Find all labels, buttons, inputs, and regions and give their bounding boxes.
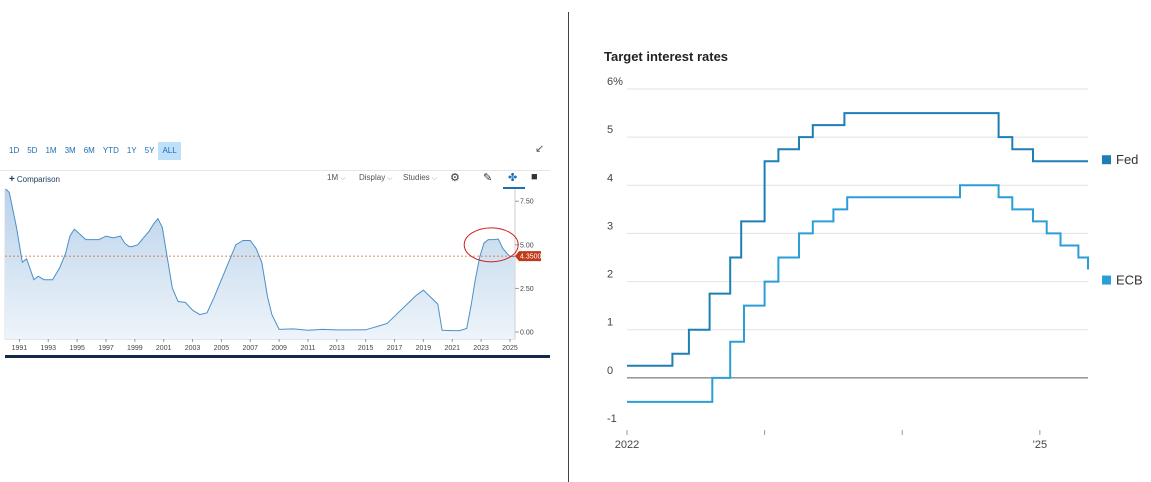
x-tick-label: 1993 [40, 345, 56, 352]
chevron-down-icon: ⌵ [340, 175, 346, 182]
comparison-button[interactable]: + Comparison [9, 174, 60, 185]
range-selector: 1D 5D 1M 3M 6M YTD 1Y 5Y ALL [5, 142, 181, 160]
range-3m-button[interactable]: 3M [64, 146, 76, 155]
chart-toolbar: + Comparison 1M ⌵ Display ⌵ Studies ⌵ ⚙ ✎ ✤ … [0, 170, 550, 189]
range-1d-button[interactable]: 1D [9, 146, 20, 155]
x-tick-label: 2001 [156, 345, 172, 352]
x-tick-label: 2009 [271, 345, 287, 352]
legend-label-ecb: ECB [1116, 273, 1143, 288]
chevron-down-icon: ⌵ [431, 175, 437, 182]
y-tick-label: 5.00 [520, 242, 534, 249]
chart-bottom-rule [5, 355, 550, 358]
studies-dropdown[interactable]: Studies ⌵ [403, 173, 437, 183]
range-5d-button[interactable]: 5D [27, 146, 38, 155]
interval-dropdown[interactable]: 1M ⌵ [327, 173, 345, 183]
panel-divider [568, 12, 569, 482]
studies-label: Studies [403, 173, 430, 182]
series-line-ecb [627, 184, 1089, 403]
y-tick-label: 1 [607, 317, 613, 329]
range-1m-button[interactable]: 1M [45, 146, 57, 155]
y-tick-label: 0 [607, 365, 613, 377]
x-tick-label: 1997 [98, 345, 114, 352]
fed-funds-history-chart[interactable]: 7.50 5.00 2.50 0.00 4.3500 1991 1993 1995 1997 19… [0, 189, 550, 354]
y-tick-label: 3 [607, 220, 613, 232]
x-tick-label: 1995 [69, 345, 85, 352]
current-value-flag [515, 251, 541, 262]
x-tick-label: 2019 [416, 345, 432, 352]
range-6m-button[interactable]: 6M [83, 146, 95, 155]
x-tick-label: 2023 [473, 345, 489, 352]
y-tick-label: 5 [607, 124, 613, 136]
x-tick-label: 1999 [127, 345, 143, 352]
crosshair-active-underline [503, 187, 525, 189]
pencil-icon[interactable]: ✎ [483, 172, 493, 184]
rate-area-fill [5, 189, 515, 339]
y-tick-label: 7.50 [520, 199, 534, 206]
x-tick-label: ’25 [1032, 439, 1047, 451]
legend-swatch-fed [1102, 155, 1111, 165]
crosshair-icon[interactable]: ✤ [508, 172, 518, 184]
plus-icon: + [9, 174, 15, 185]
y-tick-label: 2.50 [520, 286, 534, 293]
x-tick-label: 1991 [12, 345, 28, 352]
range-ytd-button[interactable]: YTD [102, 146, 119, 155]
comment-icon[interactable]: ■ [531, 171, 538, 183]
highlight-ellipse [463, 227, 519, 263]
gear-icon[interactable]: ⚙ [450, 172, 460, 184]
target-rates-chart: Target interest rates 6% 5 4 3 2 1 0 -1 2022 ’25 F… [604, 49, 1143, 451]
left-chart-panel: 1D 5D 1M 3M 6M YTD 1Y 5Y ALL ↙ + Comparis… [0, 0, 560, 482]
expand-icon[interactable]: ↙ [535, 143, 545, 155]
y-tick-label: 2 [607, 269, 613, 281]
y-tick-label: 4 [607, 172, 613, 184]
x-tick-label: 2003 [185, 345, 201, 352]
y-tick-label: 6% [607, 76, 623, 88]
chevron-down-icon: ⌵ [387, 175, 393, 182]
range-all-button[interactable]: ALL [158, 142, 181, 160]
rate-line [5, 189, 515, 332]
interval-label: 1M [327, 173, 339, 182]
current-value-label: 4.3500 [520, 254, 542, 261]
x-tick-label: 2025 [502, 345, 518, 352]
x-tick-label: 2011 [300, 345, 315, 352]
x-tick-label: 2021 [444, 345, 460, 352]
x-tick-label: 2007 [242, 345, 258, 352]
series-line-fed [627, 112, 1088, 367]
x-tick-label: 2015 [358, 345, 374, 352]
x-tick-label: 2013 [329, 345, 345, 352]
x-tick-label: 2022 [615, 439, 639, 451]
x-tick-label: 2005 [214, 345, 230, 352]
legend-swatch-ecb [1102, 275, 1111, 285]
y-tick-label: -1 [607, 413, 617, 425]
range-5y-button[interactable]: 5Y [144, 146, 155, 155]
range-1y-button[interactable]: 1Y [126, 146, 137, 155]
display-dropdown[interactable]: Display ⌵ [359, 173, 393, 183]
chart-title: Target interest rates [604, 49, 728, 64]
legend-label-fed: Fed [1116, 152, 1138, 167]
comparison-label: Comparison [16, 175, 60, 184]
x-tick-label: 2017 [387, 345, 403, 352]
y-tick-label: 0.00 [520, 330, 534, 337]
display-label: Display [359, 173, 386, 182]
